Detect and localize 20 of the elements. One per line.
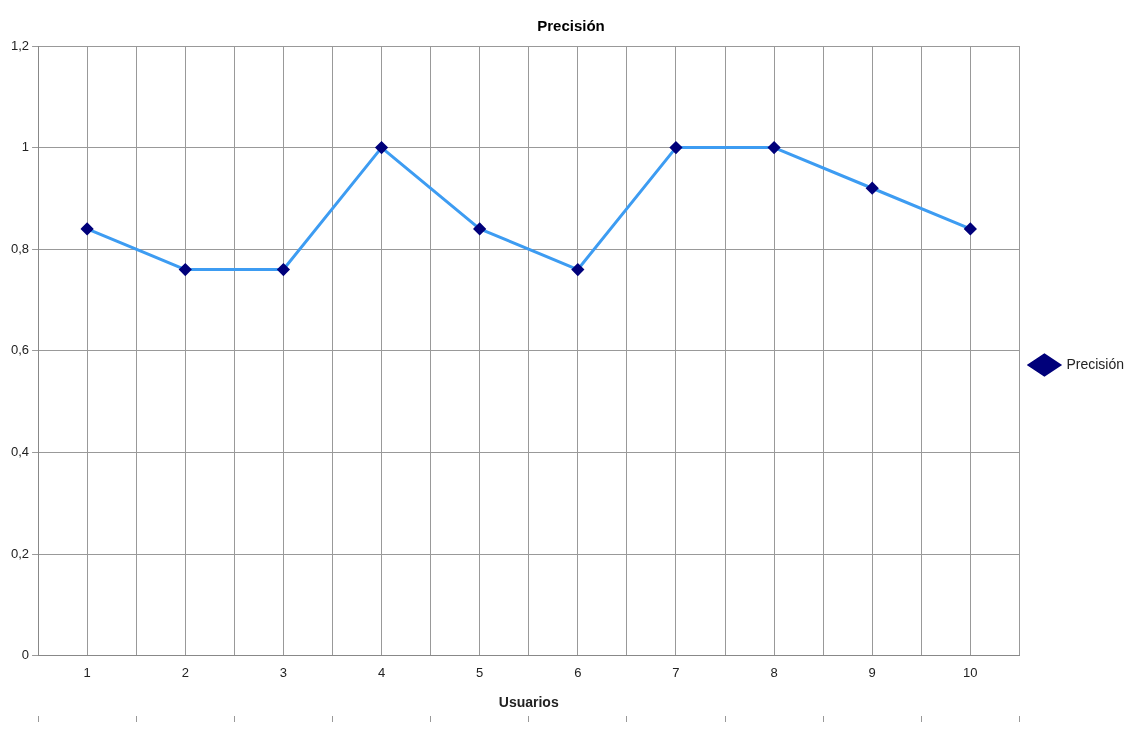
y-tick-label: 1,2	[10, 37, 30, 53]
x-tick-label: 5	[476, 664, 484, 680]
y-tick-label: 0,8	[10, 240, 30, 256]
y-tick-label: 0,4	[10, 443, 30, 459]
y-tick-label: 0,2	[10, 545, 30, 561]
y-tick-label: 0,6	[10, 342, 30, 358]
x-tick-label: 8	[770, 664, 778, 680]
x-tick-label: 1	[83, 664, 91, 680]
y-tick-label: 1	[21, 139, 30, 155]
x-tick-label: 6	[574, 664, 582, 680]
x-tick-label: 10	[963, 664, 978, 680]
x-tick-label: 7	[672, 664, 680, 680]
legend-label: Precisión	[1066, 355, 1125, 372]
x-tick-label: 9	[868, 664, 876, 680]
chart-title: Precisión	[537, 17, 605, 35]
x-tick-label: 4	[377, 664, 386, 680]
x-axis-title: Usuarios	[498, 694, 559, 711]
x-tick-label: 2	[181, 664, 189, 680]
y-tick-label: 0	[21, 647, 30, 663]
x-tick-label: 3	[279, 664, 288, 680]
